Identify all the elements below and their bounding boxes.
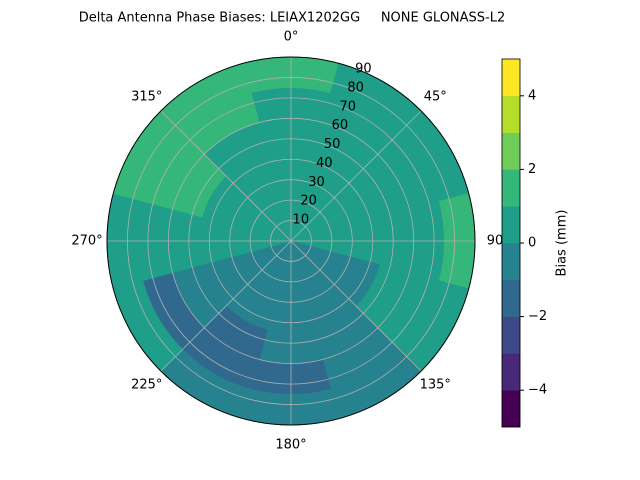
- chart-title: Delta Antenna Phase Biases: LEIAX1202GG …: [79, 11, 506, 26]
- theta-grid-line: [160, 240, 292, 372]
- theta-tick-label: 0°: [284, 30, 299, 45]
- theta-grid-line: [290, 240, 422, 372]
- polar-frame: [106, 56, 476, 426]
- colorbar-band: [501, 389, 521, 428]
- colorbar-tick-label: 2: [528, 162, 536, 177]
- r-grid-line: [208, 158, 374, 324]
- r-tick-label: 70: [339, 99, 356, 114]
- r-grid-line: [229, 179, 353, 303]
- colorbar-band: [501, 169, 521, 207]
- r-grid-line: [188, 138, 394, 344]
- theta-grid-line: [160, 110, 292, 242]
- colorbar-band: [501, 242, 521, 281]
- r-tick-label: 30: [308, 175, 325, 190]
- colorbar-label: Bias (mm): [555, 210, 570, 277]
- theta-grid-line: [290, 110, 422, 242]
- r-grid-line: [147, 97, 435, 385]
- colorbar-tick-label: 4: [528, 88, 536, 103]
- theta-tick-label: 90: [487, 234, 504, 249]
- r-grid-line: [249, 199, 333, 283]
- theta-tick-label: 45°: [424, 89, 447, 104]
- colorbar-tick-label: −2: [528, 309, 547, 324]
- colorbar-tick-label: 0: [528, 236, 536, 251]
- theta-tick-label: 270°: [71, 234, 102, 249]
- r-grid-line: [127, 77, 455, 405]
- r-tick-label: 80: [347, 80, 364, 95]
- r-tick-label: 90: [355, 62, 372, 77]
- theta-tick-label: 225°: [131, 378, 162, 393]
- theta-tick-label: 135°: [420, 378, 451, 393]
- colorbar-band: [501, 279, 521, 317]
- r-tick-label: 40: [316, 156, 333, 171]
- r-tick-label: 10: [293, 213, 310, 228]
- r-tick-label: 20: [300, 194, 317, 209]
- theta-tick-label: 180°: [275, 438, 306, 453]
- colorbar-band: [501, 205, 521, 244]
- colorbar-band: [501, 316, 521, 354]
- colorbar-band: [501, 132, 521, 170]
- theta-tick-label: 315°: [131, 89, 162, 104]
- colorbar-band: [501, 353, 521, 391]
- r-tick-label: 60: [332, 118, 349, 133]
- colorbar-band: [501, 95, 521, 133]
- colorbar-band: [501, 58, 521, 97]
- r-tick-label: 50: [324, 137, 341, 152]
- colorbar-tick-label: −4: [528, 383, 547, 398]
- r-grid-line: [167, 117, 415, 365]
- r-grid-line: [270, 220, 312, 262]
